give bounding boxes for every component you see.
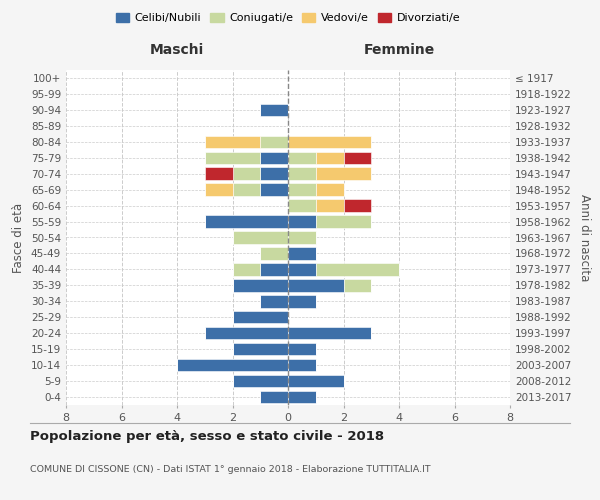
Bar <box>205 184 233 196</box>
Bar <box>288 247 316 260</box>
Bar <box>288 279 343 291</box>
Text: Maschi: Maschi <box>150 43 204 57</box>
Bar <box>233 279 288 291</box>
Bar <box>288 200 316 212</box>
Bar <box>288 168 316 180</box>
Bar <box>205 152 260 164</box>
Bar <box>316 200 343 212</box>
Bar <box>288 391 316 403</box>
Bar <box>233 184 260 196</box>
Bar <box>205 216 288 228</box>
Bar <box>288 327 371 340</box>
Bar <box>288 375 343 388</box>
Text: Popolazione per età, sesso e stato civile - 2018: Popolazione per età, sesso e stato civil… <box>30 430 384 443</box>
Bar <box>343 200 371 212</box>
Bar <box>233 263 260 276</box>
Bar <box>260 391 288 403</box>
Bar <box>288 263 316 276</box>
Bar <box>343 279 371 291</box>
Bar <box>260 136 288 148</box>
Bar <box>233 343 288 355</box>
Bar <box>260 247 288 260</box>
Y-axis label: Anni di nascita: Anni di nascita <box>578 194 591 281</box>
Bar <box>260 184 288 196</box>
Bar <box>233 232 288 243</box>
Bar <box>316 152 343 164</box>
Bar <box>260 263 288 276</box>
Bar <box>288 216 316 228</box>
Bar <box>316 168 371 180</box>
Bar <box>288 184 316 196</box>
Bar <box>205 136 260 148</box>
Bar <box>260 152 288 164</box>
Bar <box>288 232 316 243</box>
Bar <box>316 184 343 196</box>
Y-axis label: Fasce di età: Fasce di età <box>13 202 25 272</box>
Bar <box>288 295 316 308</box>
Bar <box>205 168 233 180</box>
Bar <box>316 216 371 228</box>
Bar <box>260 168 288 180</box>
Bar <box>288 136 371 148</box>
Bar <box>233 311 288 324</box>
Bar <box>260 295 288 308</box>
Bar <box>205 327 288 340</box>
Bar <box>288 359 316 372</box>
Text: COMUNE DI CISSONE (CN) - Dati ISTAT 1° gennaio 2018 - Elaborazione TUTTITALIA.IT: COMUNE DI CISSONE (CN) - Dati ISTAT 1° g… <box>30 465 431 474</box>
Bar <box>343 152 371 164</box>
Bar <box>260 104 288 116</box>
Text: Femmine: Femmine <box>364 43 434 57</box>
Bar <box>288 152 316 164</box>
Bar <box>288 343 316 355</box>
Bar <box>233 375 288 388</box>
Bar <box>177 359 288 372</box>
Bar <box>233 168 260 180</box>
Bar <box>316 263 399 276</box>
Legend: Celibi/Nubili, Coniugati/e, Vedovi/e, Divorziati/e: Celibi/Nubili, Coniugati/e, Vedovi/e, Di… <box>112 8 464 28</box>
